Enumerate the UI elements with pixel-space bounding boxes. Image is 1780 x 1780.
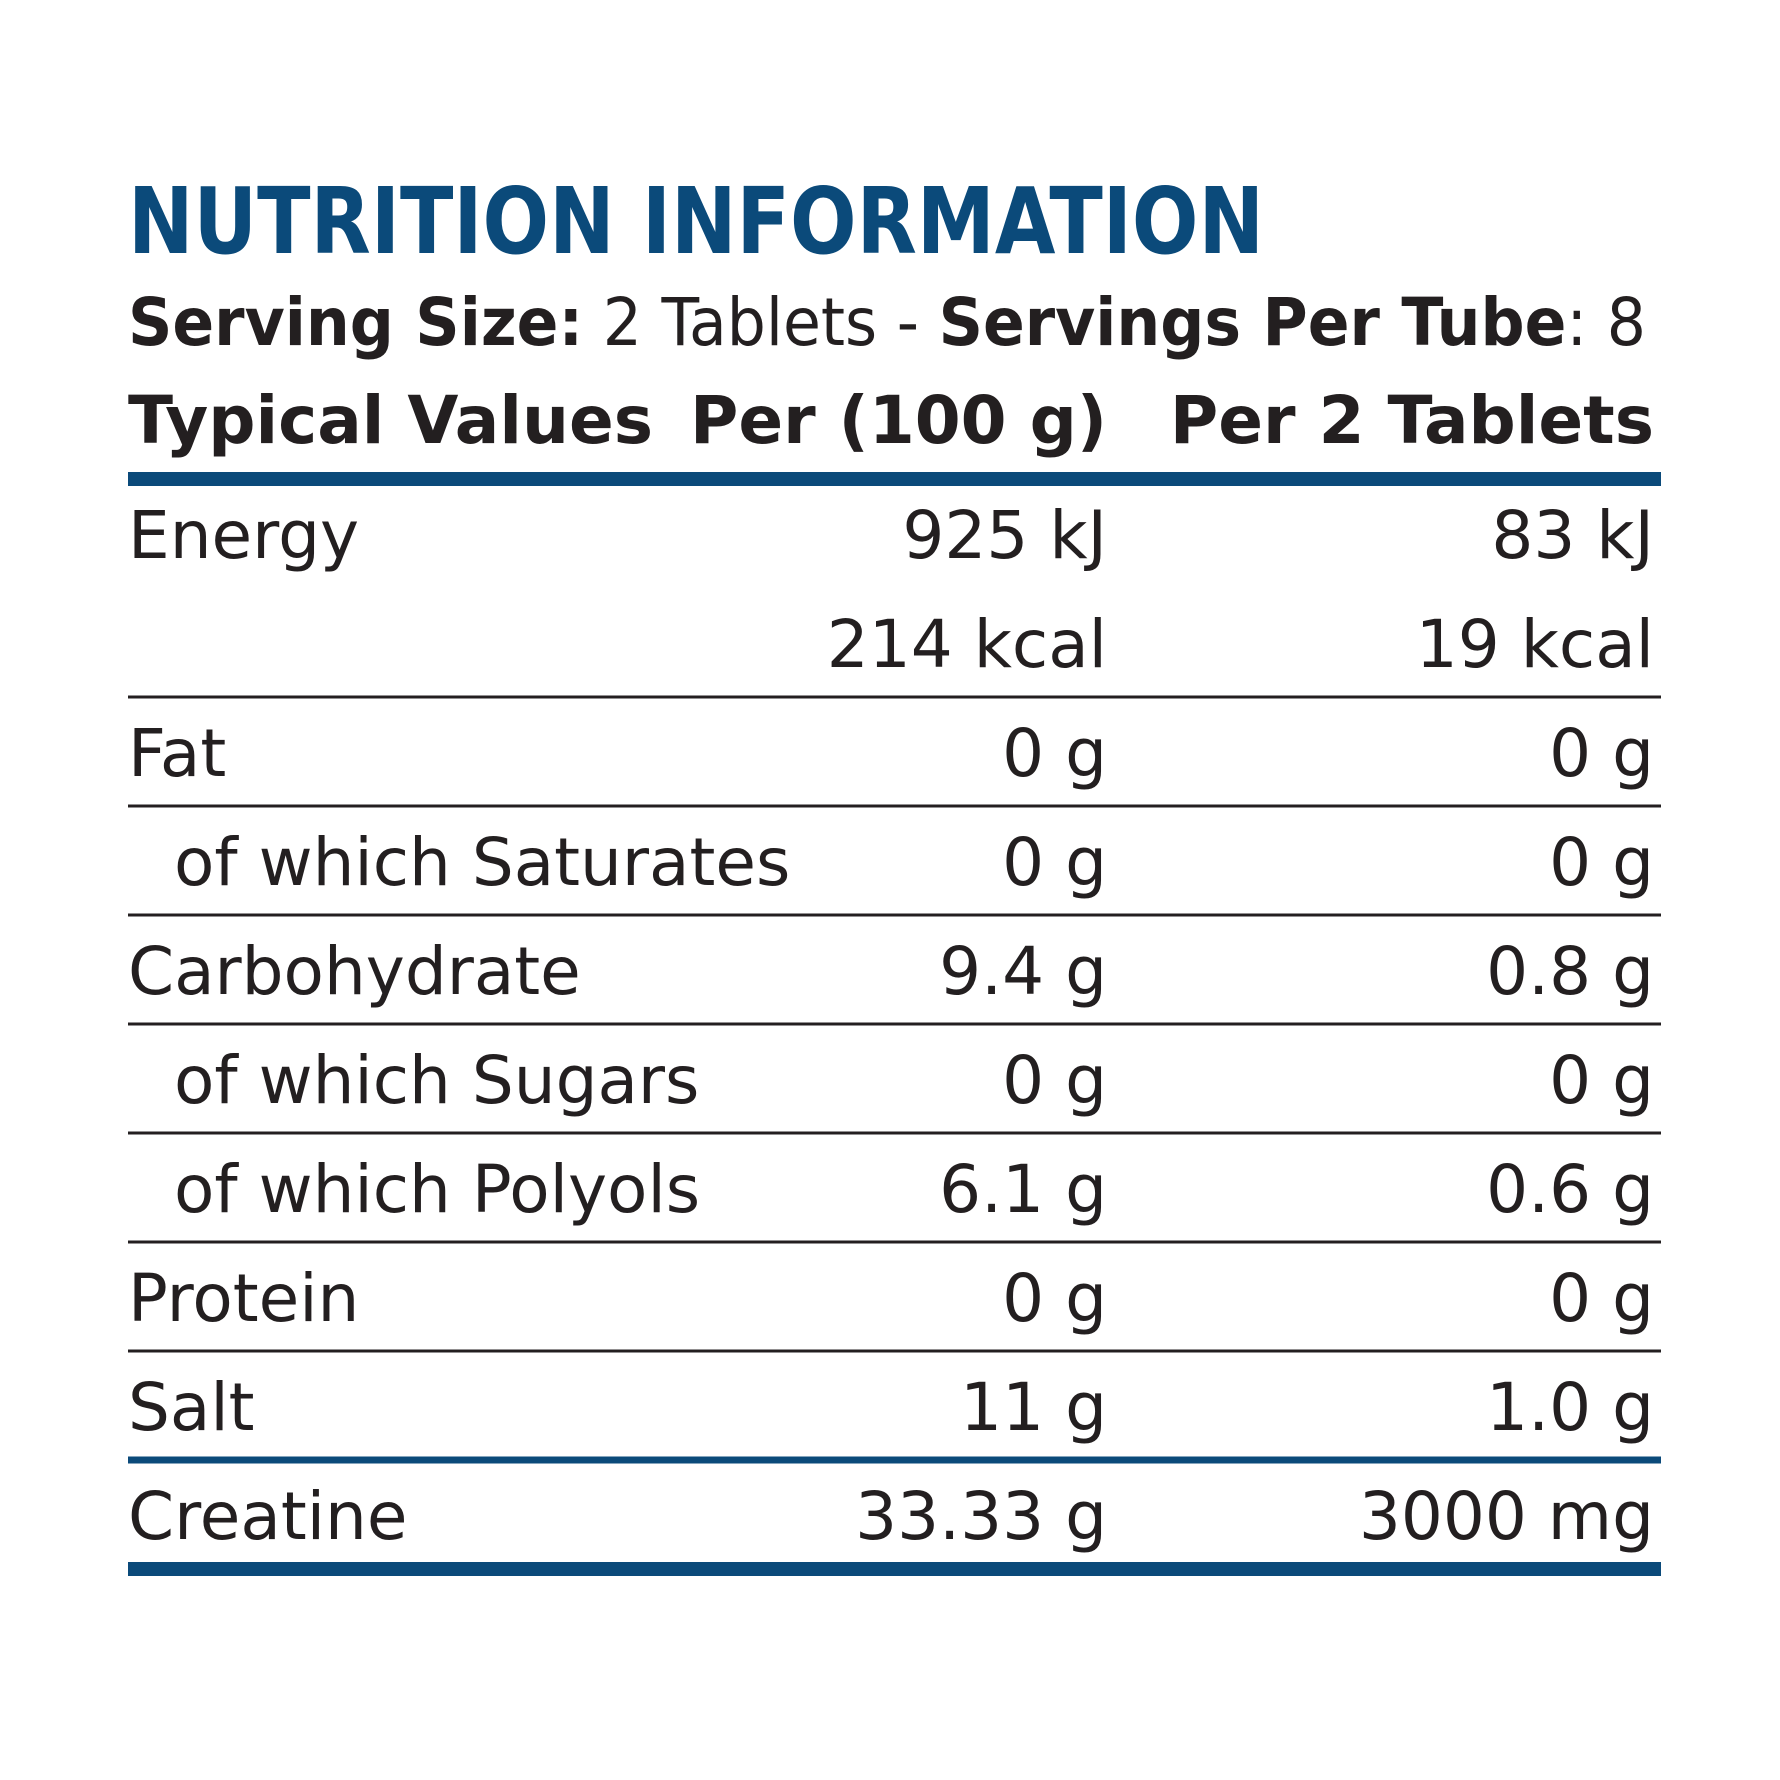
header-cell: Per (100 g) bbox=[690, 382, 1107, 459]
cell-per-100g: 0 g bbox=[1002, 824, 1107, 901]
row-rule bbox=[128, 1240, 1661, 1244]
header-cell: Per 2 Tablets bbox=[1170, 382, 1654, 459]
row-rule bbox=[128, 1022, 1661, 1026]
cell-per-100g: 0 g bbox=[1002, 1260, 1107, 1337]
cell-per-serving: 0 g bbox=[1549, 824, 1654, 901]
cell-per-100g: 0 g bbox=[1002, 715, 1107, 792]
cell-per-100g: 6.1 g bbox=[939, 1151, 1107, 1228]
row-rule bbox=[128, 1456, 1661, 1464]
cell-per-100g: 33.33 g bbox=[855, 1478, 1107, 1555]
cell-per-100g: 9.4 g bbox=[939, 933, 1107, 1010]
cell-per-serving: 19 kcal bbox=[1416, 606, 1654, 683]
cell-per-serving: 1.0 g bbox=[1486, 1369, 1654, 1446]
row-rule bbox=[128, 1131, 1661, 1135]
cell-per-serving: 0 g bbox=[1549, 1260, 1654, 1337]
servings-label: Servings Per Tube bbox=[939, 284, 1567, 361]
cell-per-serving: 0.6 g bbox=[1486, 1151, 1654, 1228]
row-rule bbox=[128, 695, 1661, 699]
serving-size-label: Serving Size: bbox=[128, 284, 583, 361]
title: NUTRITION INFORMATION bbox=[128, 168, 1264, 275]
servings-value: : 8 bbox=[1566, 284, 1646, 361]
row-label: of which Sugars bbox=[174, 1042, 699, 1119]
row-rule bbox=[128, 1349, 1661, 1353]
cell-per-100g: 11 g bbox=[960, 1369, 1107, 1446]
serving-line: Serving Size: 2 Tablets - Servings Per T… bbox=[128, 284, 1646, 361]
cell-per-100g: 925 kJ bbox=[902, 497, 1107, 574]
cell-per-serving: 3000 mg bbox=[1359, 1478, 1654, 1555]
cell-per-serving: 83 kJ bbox=[1491, 497, 1654, 574]
header-cell: Typical Values bbox=[128, 382, 653, 459]
cell-per-serving: 0.8 g bbox=[1486, 933, 1654, 1010]
serving-size-value: 2 Tablets - bbox=[583, 284, 938, 361]
table-bottom-rule bbox=[128, 1562, 1661, 1576]
cell-per-serving: 0 g bbox=[1549, 715, 1654, 792]
row-label: Creatine bbox=[128, 1478, 407, 1555]
row-rule bbox=[128, 804, 1661, 808]
row-label: Fat bbox=[128, 715, 226, 792]
row-label: Protein bbox=[128, 1260, 359, 1337]
row-label: Energy bbox=[128, 497, 359, 574]
row-label: of which Saturates bbox=[174, 824, 790, 901]
cell-per-serving: 0 g bbox=[1549, 1042, 1654, 1119]
cell-per-100g: 214 kcal bbox=[827, 606, 1107, 683]
row-rule bbox=[128, 913, 1661, 917]
row-label: Carbohydrate bbox=[128, 933, 581, 1010]
header-rule bbox=[128, 472, 1661, 486]
cell-per-100g: 0 g bbox=[1002, 1042, 1107, 1119]
row-label: of which Polyols bbox=[174, 1151, 700, 1228]
row-label: Salt bbox=[128, 1369, 255, 1446]
